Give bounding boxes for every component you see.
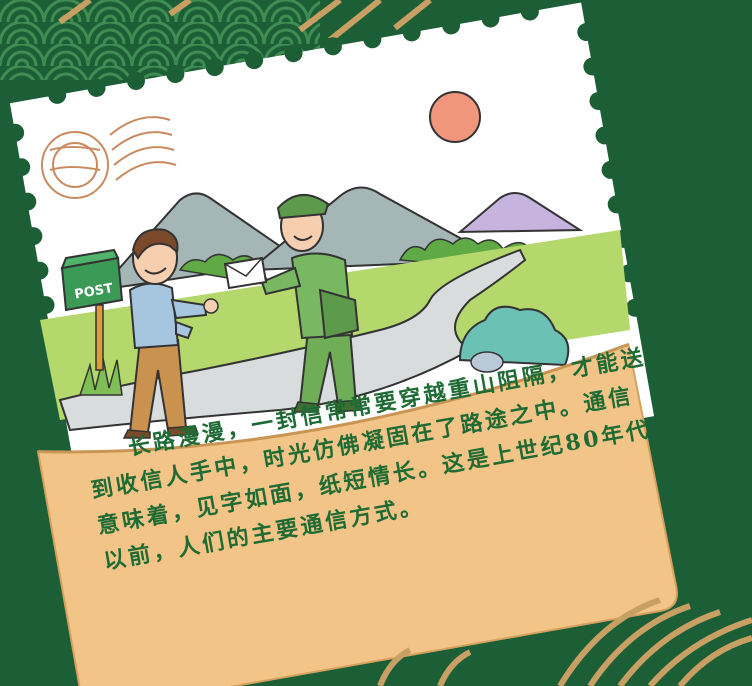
mailbox-label: POST [73,281,114,303]
mountain-right [457,192,584,234]
envelope-card [36,343,678,686]
sun [429,91,481,143]
postman-figure [223,194,363,413]
mailbox-icon: POST [60,248,124,371]
recipient-figure [122,228,219,439]
rock [470,351,504,373]
postman-cap [276,194,330,220]
gold-stripes-bottom [377,597,752,686]
postmark-icon [41,116,177,199]
gold-stripes-top [58,0,432,43]
letter-envelope-icon [223,256,268,290]
grass-tuft [78,357,123,396]
teal-bush [458,305,570,367]
caption-indent [86,455,129,463]
